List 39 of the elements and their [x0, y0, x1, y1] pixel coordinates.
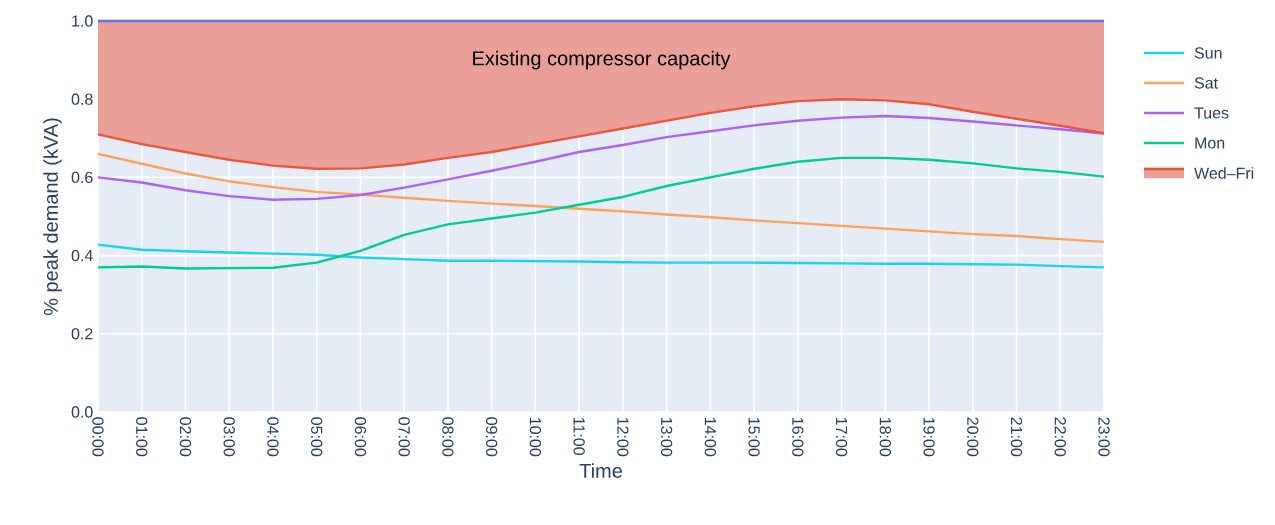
x-tick-label: 14:00 [704, 417, 717, 457]
x-tick-label: 16:00 [792, 417, 804, 457]
legend-label: Tues [1194, 107, 1229, 119]
x-tick-label: 08:00 [442, 417, 454, 457]
x-tick-label: 22:00 [1054, 417, 1066, 457]
y-tick-label: 0.2 [71, 328, 93, 340]
x-tick-label: 09:00 [486, 417, 498, 457]
x-tick-label: 23:00 [1098, 417, 1110, 457]
x-tick-label: 12:00 [617, 417, 629, 457]
x-tick-label: 02:00 [179, 417, 192, 457]
x-tick-label: 20:00 [967, 417, 979, 457]
x-tick-label: 15:00 [748, 417, 760, 457]
x-tick-label: 03:00 [223, 417, 235, 457]
x-axis-title: Time [579, 463, 622, 478]
x-tick-label: 04:00 [267, 417, 279, 457]
y-tick-label: 0.0 [71, 406, 93, 418]
y-tick-label: 0.8 [71, 93, 93, 105]
x-tick-label: 18:00 [879, 417, 891, 457]
legend-label: Mon [1195, 137, 1225, 149]
x-tick-label: 17:00 [835, 417, 848, 457]
x-tick-label: 05:00 [311, 417, 323, 457]
line-series [96, 156, 1106, 270]
x-tick-label: 06:00 [354, 417, 367, 457]
y-tick-label: 0.6 [71, 171, 93, 184]
y-axis-title: % peak demand (kVA) [43, 118, 62, 316]
legend-label: Sun [1194, 47, 1222, 59]
x-tick-label: 21:00 [1010, 417, 1023, 457]
x-tick-label: 00:00 [92, 417, 104, 457]
y-tick-label: 1.0 [72, 15, 93, 27]
legend-label: Wed–Fri [1194, 167, 1254, 179]
annotation: Existing compressor capacity [473, 50, 731, 70]
y-tick-label: 0.4 [71, 249, 93, 262]
x-tick-label: 01:00 [136, 417, 148, 457]
x-tick-label: 07:00 [398, 417, 410, 457]
x-tick-label: 13:00 [660, 417, 673, 457]
legend-label: Sat [1194, 77, 1218, 89]
x-tick-label: 19:00 [923, 417, 935, 457]
x-tick-label: 10:00 [529, 417, 542, 457]
x-tick-label: 11:00 [573, 417, 585, 455]
